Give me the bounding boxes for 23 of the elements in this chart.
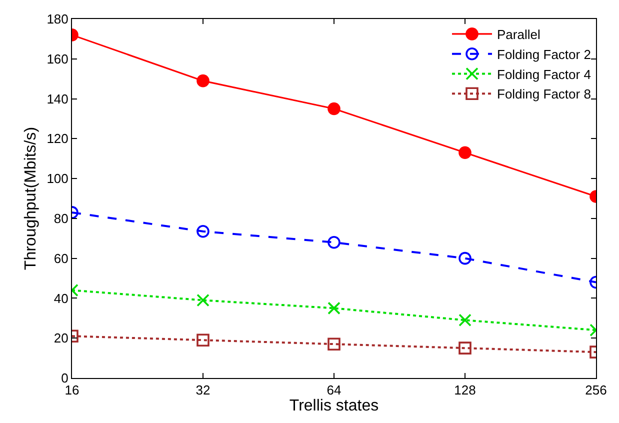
y-tick-label: 160 [46,51,68,66]
x-tick-label: 128 [454,382,476,398]
point [328,102,340,116]
y-tick-label: 40 [54,290,68,306]
y-tick-label: 20 [54,330,68,346]
x-tick-label: 32 [196,382,210,398]
y-tick-label: 80 [54,210,68,226]
point [328,338,340,350]
y-tick-label: 100 [46,171,68,186]
legend-label: Parallel [497,27,540,42]
y-tick-label: 120 [46,131,68,146]
y-tick-label: 180 [46,12,68,27]
y-tick-label: 60 [54,250,68,266]
x-tick-label: 64 [326,382,342,398]
x-tick-label: 256 [585,382,607,398]
legend-label: Folding Factor 2 [497,46,591,62]
point [328,302,340,315]
y-tick-label: 140 [46,91,68,106]
y-axis-title: Throughput(Mbits/s) [22,126,40,270]
legend-label: Folding Factor 8 [497,86,591,102]
point [328,236,340,249]
x-axis-title: Trellis states [289,398,379,415]
legend-label: Folding Factor 4 [497,66,591,82]
